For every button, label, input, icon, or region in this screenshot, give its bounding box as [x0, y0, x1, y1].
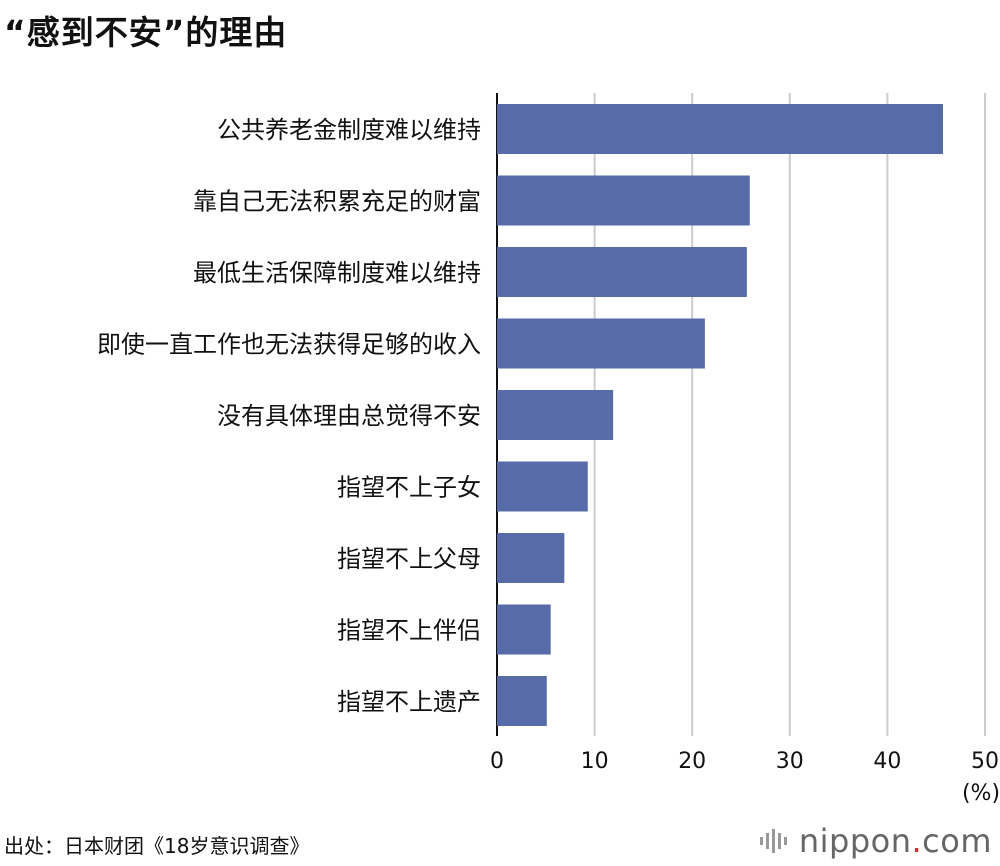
x-tick-label-0: 0 [490, 749, 504, 774]
bar-2 [497, 247, 747, 297]
category-label-2: 最低生活保障制度难以维持 [193, 259, 481, 287]
bar-5 [497, 461, 588, 512]
category-label-0: 公共养老金制度难以维持 [217, 116, 481, 144]
bars [497, 104, 944, 726]
bar-0 [497, 104, 944, 154]
bar-7 [497, 604, 551, 655]
x-tick-label-50: 50 [971, 749, 999, 774]
bar-1 [497, 175, 750, 226]
x-axis: 0 10 20 30 40 50 (%) [490, 749, 1000, 806]
sound-wave-icon [759, 829, 787, 853]
nippon-logo: nippon.com [759, 822, 992, 860]
category-label-5: 指望不上子女 [337, 474, 481, 502]
category-label-3: 即使一直工作也无法获得足够的收入 [97, 331, 481, 359]
chart-title: “感到不安”的理由 [4, 13, 288, 52]
source-note: 出处：日本财团《18岁意识调查》 [4, 834, 310, 858]
category-label-6: 指望不上父母 [337, 545, 481, 573]
category-label-7: 指望不上伴侣 [337, 617, 481, 645]
bar-3 [497, 318, 705, 369]
x-tick-label-20: 20 [678, 749, 706, 774]
x-tick-label-40: 40 [873, 749, 901, 774]
x-tick-label-30: 30 [776, 749, 804, 774]
bar-4 [497, 390, 614, 440]
x-tick-label-10: 10 [581, 749, 609, 774]
bar-6 [497, 533, 565, 583]
logo-text: nippon.com [798, 822, 992, 860]
category-label-1: 靠自己无法积累充足的财富 [193, 188, 481, 216]
bar-8 [497, 676, 547, 726]
category-label-4: 没有具体理由总觉得不安 [217, 402, 481, 430]
logo-dot: . [911, 822, 923, 860]
category-labels: 公共养老金制度难以维持靠自己无法积累充足的财富最低生活保障制度难以维持即使一直工… [97, 116, 481, 716]
category-label-8: 指望不上遗产 [337, 688, 481, 716]
x-axis-unit-label: (%) [962, 781, 1000, 806]
